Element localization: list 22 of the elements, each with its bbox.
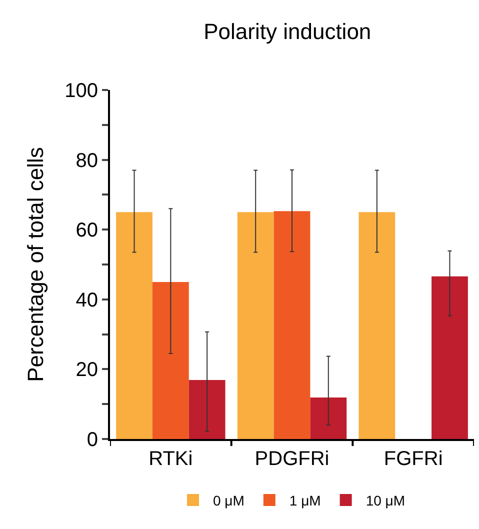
- bar: [152, 282, 189, 439]
- bar: [237, 212, 274, 439]
- x-tick-label: PDGFRi: [254, 448, 330, 470]
- bar: [358, 212, 396, 439]
- y-tick-label: 0: [86, 429, 98, 451]
- bar: [274, 211, 310, 439]
- bar: [188, 380, 226, 439]
- y-tick-label: 60: [76, 220, 98, 242]
- bar: [310, 397, 347, 439]
- chart-title: Polarity induction: [204, 19, 372, 44]
- legend-label: 1 μM: [289, 492, 321, 508]
- x-tick-label: RTKi: [148, 448, 193, 470]
- x-tick-label: FGFRi: [384, 448, 443, 470]
- y-tick-label: 40: [76, 289, 98, 312]
- y-tick-label: 20: [76, 359, 98, 382]
- y-tick-label: 100: [64, 80, 98, 102]
- bar: [116, 212, 152, 439]
- legend-label: 0 μM: [213, 492, 244, 508]
- bar: [432, 276, 468, 439]
- legend-label: 10 μM: [366, 492, 406, 508]
- y-tick-label: 80: [76, 150, 98, 172]
- y-axis-title: Percentage of total cells: [22, 147, 48, 382]
